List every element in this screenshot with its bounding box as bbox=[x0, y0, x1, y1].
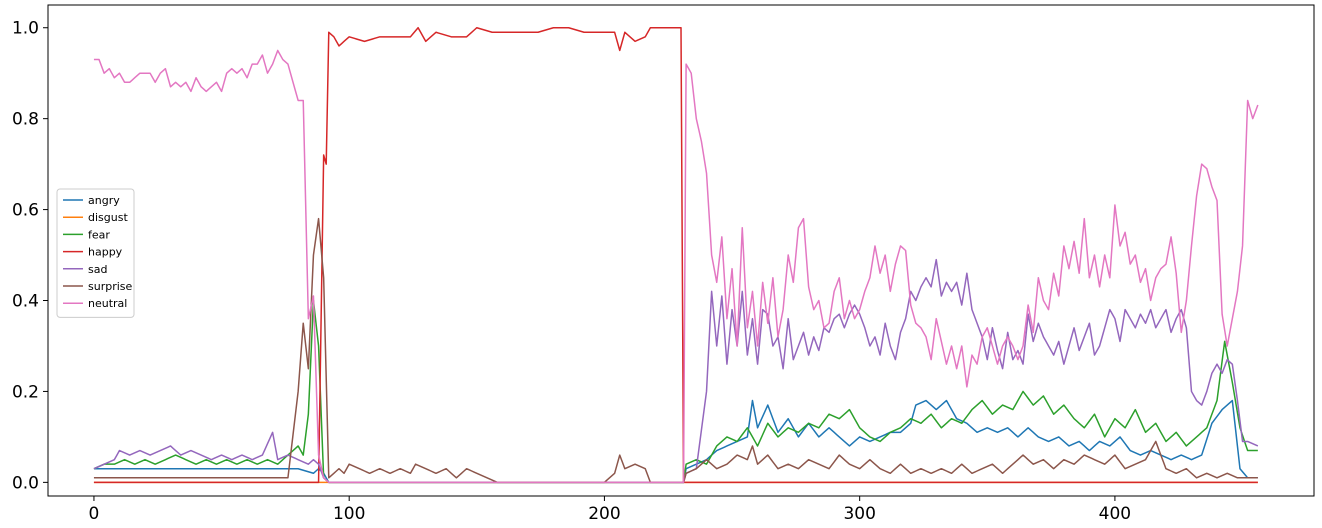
legend-label-neutral: neutral bbox=[88, 297, 127, 310]
x-axis: 0 100 200 300 400 bbox=[89, 496, 1131, 524]
y-tick-label: 0.6 bbox=[12, 201, 39, 221]
plot-lines bbox=[93, 26, 1259, 484]
x-tick-label: 200 bbox=[588, 504, 620, 524]
y-tick-label: 0.2 bbox=[12, 382, 39, 402]
y-tick-label: 0.0 bbox=[12, 473, 39, 493]
x-tick-label: 0 bbox=[89, 504, 100, 524]
y-tick-label: 1.0 bbox=[12, 19, 39, 39]
x-tick-label: 100 bbox=[333, 504, 365, 524]
legend-label-sad: sad bbox=[88, 263, 107, 276]
legend-label-disgust: disgust bbox=[88, 211, 128, 224]
legend-label-happy: happy bbox=[88, 246, 123, 259]
plot-frame bbox=[47, 4, 1315, 497]
y-tick-label: 0.4 bbox=[12, 292, 39, 312]
legend-label-surprise: surprise bbox=[88, 280, 133, 293]
y-axis: 0.0 0.2 0.4 0.6 0.8 1.0 bbox=[12, 19, 48, 493]
x-tick-label: 300 bbox=[843, 504, 875, 524]
legend-label-angry: angry bbox=[88, 194, 120, 207]
y-tick-label: 0.8 bbox=[12, 110, 39, 130]
series-line-sad bbox=[93, 258, 1259, 484]
x-tick-label: 400 bbox=[1099, 504, 1131, 524]
legend-label-fear: fear bbox=[88, 228, 110, 241]
series-line-neutral bbox=[93, 49, 1259, 484]
series-line-happy bbox=[93, 26, 1258, 484]
legend: angry disgust fear happy sad surprise neutral bbox=[56, 188, 135, 318]
